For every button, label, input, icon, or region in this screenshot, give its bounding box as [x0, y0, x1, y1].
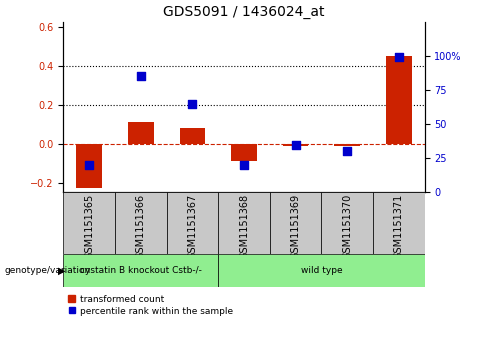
Point: [85, 162, 93, 168]
Bar: [128, 122, 154, 144]
Text: GSM1151368: GSM1151368: [239, 194, 249, 260]
Bar: [270, 192, 322, 254]
Bar: [218, 192, 270, 254]
Bar: [218, 254, 425, 287]
Bar: [166, 192, 218, 254]
Text: GSM1151371: GSM1151371: [394, 194, 404, 260]
Bar: [63, 254, 218, 287]
Bar: [231, 144, 257, 161]
Text: GSM1151365: GSM1151365: [84, 194, 94, 260]
Text: GSM1151370: GSM1151370: [342, 194, 352, 260]
Title: GDS5091 / 1436024_at: GDS5091 / 1436024_at: [163, 5, 325, 19]
Bar: [373, 192, 425, 254]
Text: genotype/variation: genotype/variation: [5, 266, 91, 275]
Bar: [63, 192, 115, 254]
Text: GSM1151369: GSM1151369: [290, 194, 301, 260]
Text: cystatin B knockout Cstb-/-: cystatin B knockout Cstb-/-: [80, 266, 202, 275]
Point: [137, 73, 145, 79]
Text: GSM1151367: GSM1151367: [187, 194, 198, 260]
Point: [395, 54, 403, 60]
Text: GSM1151366: GSM1151366: [136, 194, 146, 260]
Bar: [334, 144, 360, 146]
Bar: [322, 192, 373, 254]
Text: ▶: ▶: [58, 266, 65, 276]
Point: [292, 142, 300, 147]
Legend: transformed count, percentile rank within the sample: transformed count, percentile rank withi…: [68, 295, 233, 315]
Bar: [115, 192, 166, 254]
Bar: [76, 144, 102, 188]
Bar: [386, 56, 412, 144]
Bar: [180, 128, 205, 144]
Bar: [283, 144, 308, 146]
Point: [343, 148, 351, 154]
Point: [188, 101, 196, 107]
Text: wild type: wild type: [301, 266, 342, 275]
Point: [240, 162, 248, 168]
